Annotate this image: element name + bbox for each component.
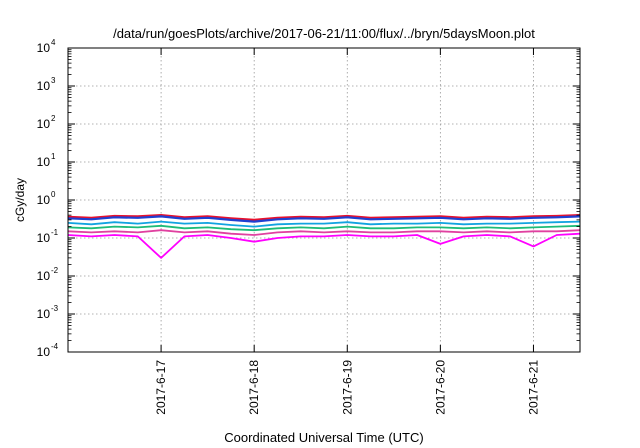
y-tick-label: 10	[37, 117, 51, 131]
grid	[68, 48, 580, 352]
y-tick-label: 10	[37, 193, 51, 207]
y-tick-exponent: 2	[51, 114, 56, 123]
y-tick-label: 10	[37, 79, 51, 93]
series-layer	[67, 214, 581, 259]
series-line	[67, 229, 581, 236]
series-line	[67, 232, 581, 259]
y-tick-exponent: -4	[51, 342, 59, 351]
series-line	[67, 220, 581, 228]
x-axis: 2017-6-17 2017-6-18 2017-6-19 2017-6-20 2017…	[154, 48, 540, 415]
y-tick-exponent: -1	[51, 228, 59, 237]
x-tick-label: 2017-6-19	[340, 360, 354, 415]
x-tick-label: 2017-6-21	[526, 360, 540, 415]
x-tick-label: 2017-6-18	[247, 360, 261, 415]
series-line	[67, 224, 581, 232]
y-tick-exponent: 3	[51, 76, 56, 85]
y-tick-label: 10	[37, 269, 51, 283]
series-line	[67, 215, 581, 223]
y-tick-exponent: 0	[51, 190, 56, 199]
y-tick-label: 10	[37, 41, 51, 55]
y-tick-exponent: -3	[51, 304, 59, 313]
series-line	[67, 214, 581, 221]
y-tick-exponent: 4	[51, 38, 56, 47]
x-axis-label: Coordinated Universal Time (UTC)	[224, 430, 423, 445]
x-tick-label: 2017-6-17	[154, 360, 168, 415]
chart-title: /data/run/goesPlots/archive/2017-06-21/1…	[113, 26, 535, 41]
x-tick-label: 2017-6-20	[433, 360, 447, 415]
y-tick-label: 10	[37, 307, 51, 321]
y-tick-label: 10	[37, 345, 51, 359]
y-tick-exponent: 1	[51, 152, 56, 161]
y-tick-exponent: -2	[51, 266, 59, 275]
y-tick-label: 10	[37, 155, 51, 169]
y-tick-label: 10	[37, 231, 51, 245]
y-axis-label: cGy/day	[13, 178, 27, 222]
